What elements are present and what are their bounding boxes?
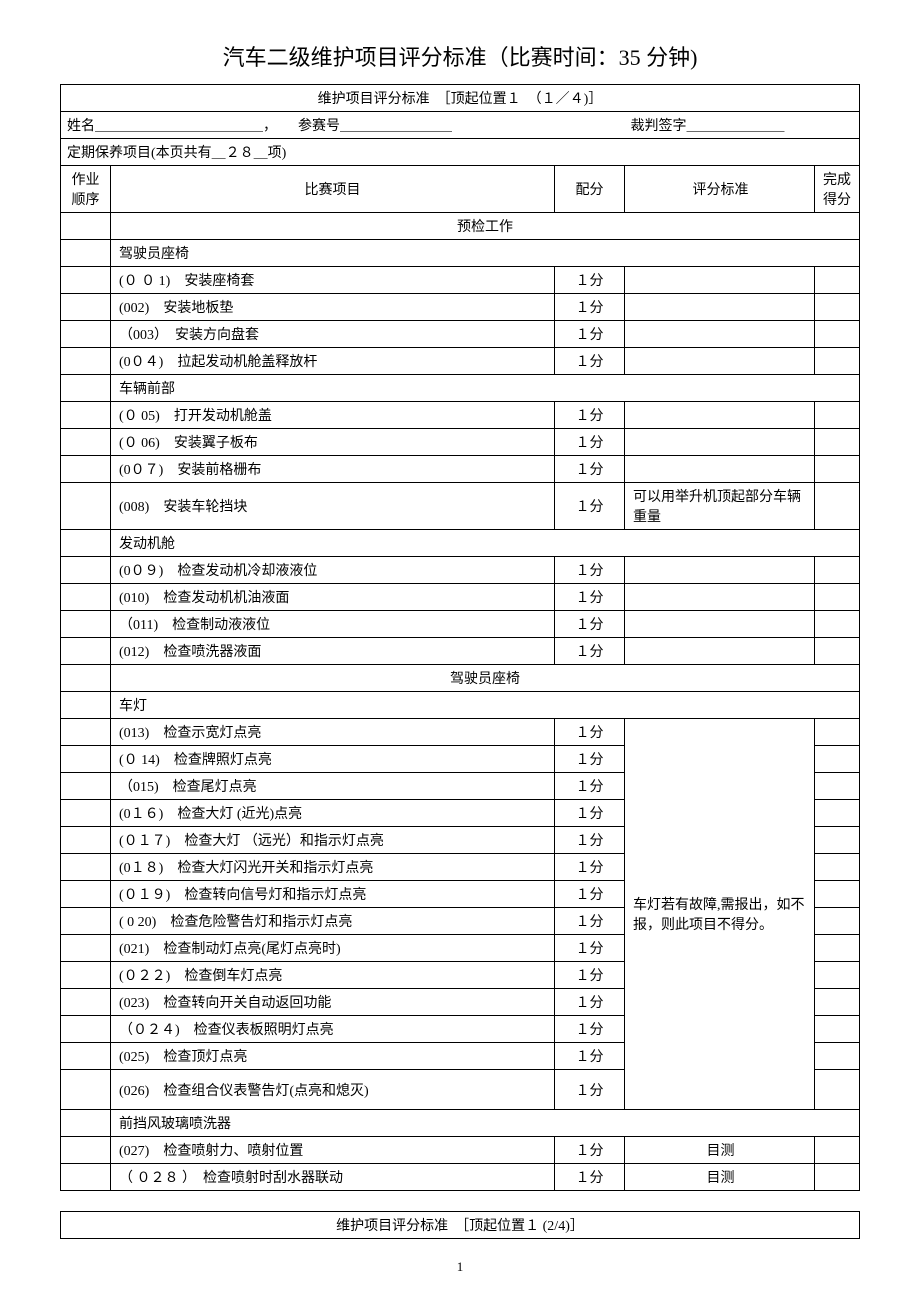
table-row: （011) 检查制动液液位 １分 xyxy=(61,611,860,638)
header-standard: 评分标准 xyxy=(625,166,815,213)
page-number: 1 xyxy=(60,1259,860,1275)
table-row: (027) 检查喷射力、喷射位置 １分 目测 xyxy=(61,1137,860,1164)
driver-seat-header: 驾驶员座椅 xyxy=(111,240,860,267)
header-points: 配分 xyxy=(555,166,625,213)
table-row: (013) 检查示宽灯点亮 １分 车灯若有故障,需报出，如不报，则此项目不得分。 xyxy=(61,719,860,746)
section-title: 定期保养项目(本页共有＿２８＿项) xyxy=(61,139,860,166)
table-row: （003） 安装方向盘套 １分 xyxy=(61,321,860,348)
page-title: 汽车二级维护项目评分标准（比赛时间：35 分钟) xyxy=(60,40,860,72)
driver-seat2-header: 驾驶员座椅 xyxy=(111,665,860,692)
table-row: (０ 05) 打开发动机舱盖 １分 xyxy=(61,402,860,429)
table-row: (012) 检查喷洗器液面 １分 xyxy=(61,638,860,665)
lights-header: 车灯 xyxy=(111,692,860,719)
table-row: (0０４) 拉起发动机舱盖释放杆 １分 xyxy=(61,348,860,375)
header-order: 作业顺序 xyxy=(61,166,111,213)
cell-empty xyxy=(61,213,111,240)
judge-field: 裁判签字＿＿＿＿＿＿＿ xyxy=(625,112,860,139)
table-row: (０ ０ 1) 安装座椅套 １分 xyxy=(61,267,860,294)
table-row: (０ 06) 安装翼子板布 １分 xyxy=(61,429,860,456)
precheck-header: 预检工作 xyxy=(111,213,860,240)
scoring-table-2: 维护项目评分标准 ［顶起位置１ (2/4)］ xyxy=(60,1211,860,1239)
table-row: (0０９) 检查发动机冷却液液位 １分 xyxy=(61,557,860,584)
table-row: (008) 安装车轮挡块 １分 可以用举升机顶起部分车辆重量 xyxy=(61,483,860,530)
table-row: (0０７) 安装前格栅布 １分 xyxy=(61,456,860,483)
table-header-title: 维护项目评分标准 ［顶起位置１ （１／４)］ xyxy=(61,85,860,112)
table-row: （ ０２８ ） 检查喷射时刮水器联动 １分 目测 xyxy=(61,1164,860,1191)
header-item: 比赛项目 xyxy=(111,166,555,213)
table-row: (002) 安装地板垫 １分 xyxy=(61,294,860,321)
table-row: (010) 检查发动机机油液面 １分 xyxy=(61,584,860,611)
engine-header: 发动机舱 xyxy=(111,530,860,557)
scoring-table-1: 维护项目评分标准 ［顶起位置１ （１／４)］ 姓名＿＿＿＿＿＿＿＿＿＿＿＿， 参… xyxy=(60,84,860,1191)
washer-header: 前挡风玻璃喷洗器 xyxy=(111,1110,860,1137)
cell-empty xyxy=(61,240,111,267)
front-header: 车辆前部 xyxy=(111,375,860,402)
name-field: 姓名＿＿＿＿＿＿＿＿＿＿＿＿， 参赛号＿＿＿＿＿＿＿＿ xyxy=(61,112,625,139)
lights-standard: 车灯若有故障,需报出，如不报，则此项目不得分。 xyxy=(625,719,815,1110)
header-score: 完成得分 xyxy=(815,166,860,213)
table2-header-title: 维护项目评分标准 ［顶起位置１ (2/4)］ xyxy=(61,1212,860,1239)
